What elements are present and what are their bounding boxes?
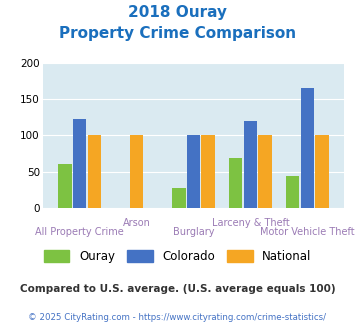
Text: © 2025 CityRating.com - https://www.cityrating.com/crime-statistics/: © 2025 CityRating.com - https://www.city… — [28, 314, 327, 322]
Text: Burglary: Burglary — [173, 227, 214, 237]
Text: All Property Crime: All Property Crime — [35, 227, 124, 237]
Text: Property Crime Comparison: Property Crime Comparison — [59, 26, 296, 41]
Bar — [73, 119, 86, 208]
Text: Compared to U.S. average. (U.S. average equals 100): Compared to U.S. average. (U.S. average … — [20, 284, 335, 294]
Bar — [172, 188, 186, 208]
Bar — [201, 135, 215, 208]
Text: Arson: Arson — [122, 218, 151, 228]
Bar — [88, 135, 101, 208]
Bar — [58, 164, 72, 208]
Bar — [130, 135, 143, 208]
Text: 2018 Ouray: 2018 Ouray — [128, 5, 227, 20]
Bar — [244, 121, 257, 208]
Text: Larceny & Theft: Larceny & Theft — [212, 218, 289, 228]
Text: Motor Vehicle Theft: Motor Vehicle Theft — [260, 227, 355, 237]
Legend: Ouray, Colorado, National: Ouray, Colorado, National — [44, 250, 311, 263]
Bar — [286, 176, 299, 208]
Bar — [301, 88, 314, 208]
Bar — [187, 135, 200, 208]
Bar — [258, 135, 272, 208]
Bar — [315, 135, 329, 208]
Bar — [229, 158, 242, 208]
